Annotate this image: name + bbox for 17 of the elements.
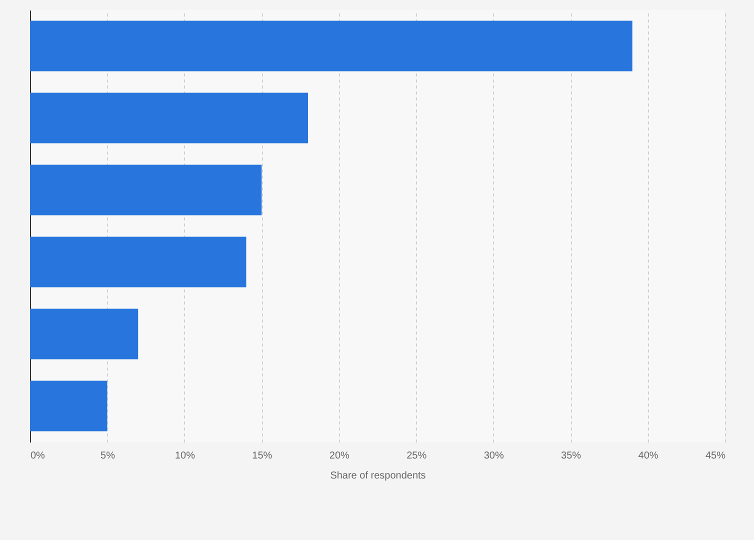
bar bbox=[30, 20, 632, 72]
bar bbox=[30, 380, 108, 432]
bar bbox=[30, 308, 138, 360]
x-tick-label: 45% bbox=[705, 450, 726, 462]
x-tick-label: 10% bbox=[174, 450, 196, 462]
x-tick-label: 20% bbox=[329, 450, 350, 462]
x-tick-label: 0% bbox=[30, 450, 46, 462]
bar bbox=[30, 164, 262, 216]
x-tick-label: 35% bbox=[561, 450, 582, 462]
bar bbox=[30, 236, 246, 288]
x-tick-label: 15% bbox=[252, 450, 272, 462]
x-tick-label: 40% bbox=[638, 450, 658, 462]
x-tick-label: 25% bbox=[406, 450, 427, 462]
x-axis-title: Share of respondents bbox=[330, 470, 426, 482]
bar bbox=[30, 92, 308, 144]
x-tick-label: 30% bbox=[484, 450, 504, 462]
x-tick-label: 5% bbox=[100, 450, 116, 462]
